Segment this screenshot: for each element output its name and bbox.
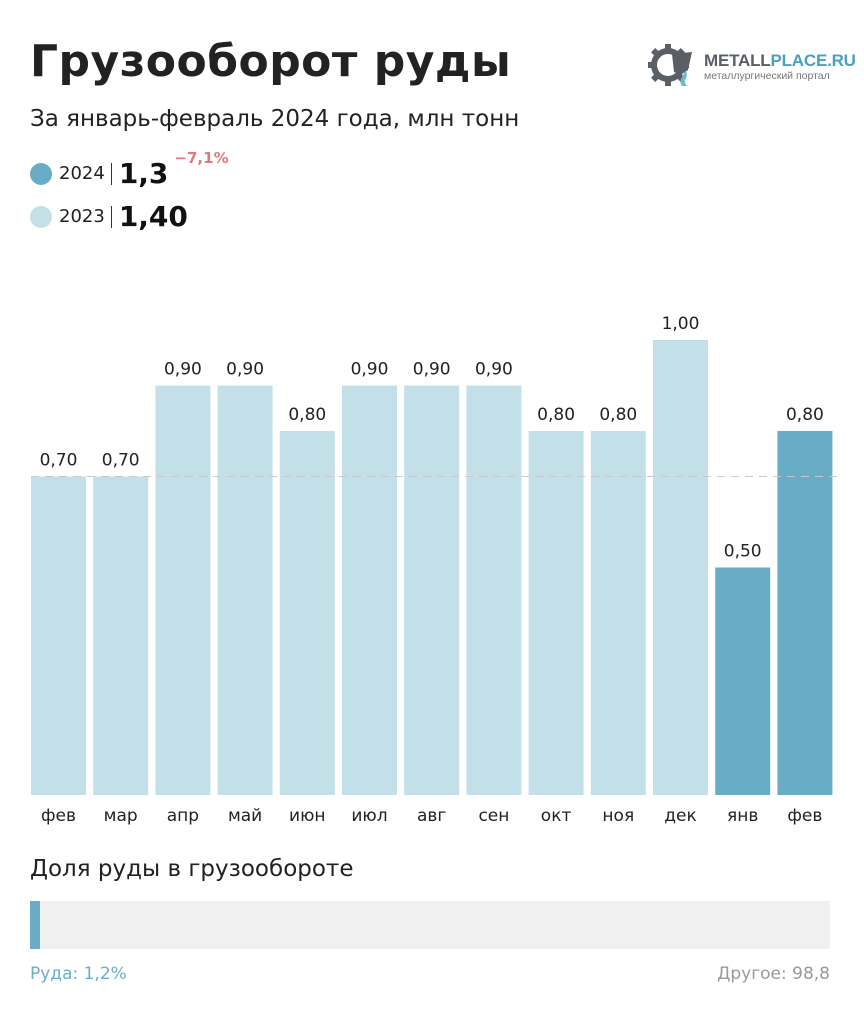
page-subtitle: За январь-февраль 2024 года, млн тонн <box>30 106 520 132</box>
bar-11 <box>715 567 771 795</box>
bar-6 <box>404 385 460 795</box>
legend-dot-2023 <box>30 205 52 228</box>
x-tick-label: апр <box>167 806 199 826</box>
bar-12 <box>777 431 833 795</box>
bar-value-label: 0,50 <box>724 542 762 562</box>
bar-2 <box>155 385 211 795</box>
legend-year: 2023 <box>59 206 105 227</box>
legend-value: 1,3 <box>118 157 169 190</box>
bar-value-label: 0,90 <box>413 360 451 380</box>
x-tick-label: мар <box>104 806 138 826</box>
x-tick-label: фев <box>787 806 822 826</box>
bar-1 <box>93 476 149 795</box>
legend-separator <box>110 205 112 228</box>
legend-dot-2024 <box>30 162 52 185</box>
x-tick-label: дек <box>664 806 696 826</box>
bar-0 <box>31 476 86 795</box>
bar-3 <box>217 385 273 795</box>
bar-4 <box>279 431 335 795</box>
share-ore-label: Руда: 1,2% <box>30 964 127 984</box>
share-other-label: Другое: 98,8 <box>717 964 830 984</box>
bar-value-label: 0,80 <box>537 405 575 425</box>
legend-item-2024: 2024 1,3 −7,1% <box>30 149 229 190</box>
bar-value-label: 0,90 <box>475 360 513 380</box>
x-tick-label: окт <box>541 806 572 826</box>
share-bar-ore-fill <box>30 901 40 949</box>
x-tick-label: ноя <box>602 806 634 826</box>
x-tick-label: май <box>228 806 262 826</box>
x-tick-label: июн <box>289 806 325 826</box>
bar-9 <box>590 431 646 795</box>
legend-change: −7,1% <box>174 149 229 167</box>
share-bar-track <box>30 901 830 949</box>
gear-ladle-icon <box>648 44 692 86</box>
share-title: Доля руды в грузообороте <box>30 856 354 882</box>
x-tick-label: янв <box>727 806 758 826</box>
x-tick-label: сен <box>478 806 509 826</box>
bar-7 <box>466 385 522 795</box>
bar-10 <box>653 340 708 795</box>
bar-8 <box>528 431 584 795</box>
bar-value-label: 1,00 <box>662 314 700 334</box>
page-title: Грузооборот руды <box>30 36 512 87</box>
legend-value: 1,40 <box>118 200 188 233</box>
x-tick-label: июл <box>351 806 387 826</box>
bar-chart: 0,70 фев 0,70 мар 0,90 апр 0,90 май 0,80 июн 0,90 и… <box>31 314 840 826</box>
legend-separator <box>110 162 112 185</box>
bar-value-label: 0,70 <box>102 451 140 471</box>
legend-year: 2024 <box>59 163 105 184</box>
bar-value-label: 0,80 <box>288 405 326 425</box>
bar-value-label: 0,90 <box>351 360 389 380</box>
legend-item-2023: 2023 1,40 <box>30 200 188 233</box>
bar-value-label: 0,80 <box>599 405 637 425</box>
bar-value-label: 0,80 <box>786 405 824 425</box>
x-tick-label: авг <box>417 806 446 826</box>
bar-5 <box>342 385 397 795</box>
logo-tagline: металлургический портал <box>704 69 830 82</box>
bar-value-label: 0,70 <box>40 451 78 471</box>
logo-name: METALLPLACE.RU <box>704 50 856 70</box>
x-tick-label: фев <box>41 806 76 826</box>
site-logo[interactable]: METALLPLACE.RU металлургический портал <box>648 44 856 88</box>
bar-value-label: 0,90 <box>226 360 264 380</box>
bar-value-label: 0,90 <box>164 360 202 380</box>
